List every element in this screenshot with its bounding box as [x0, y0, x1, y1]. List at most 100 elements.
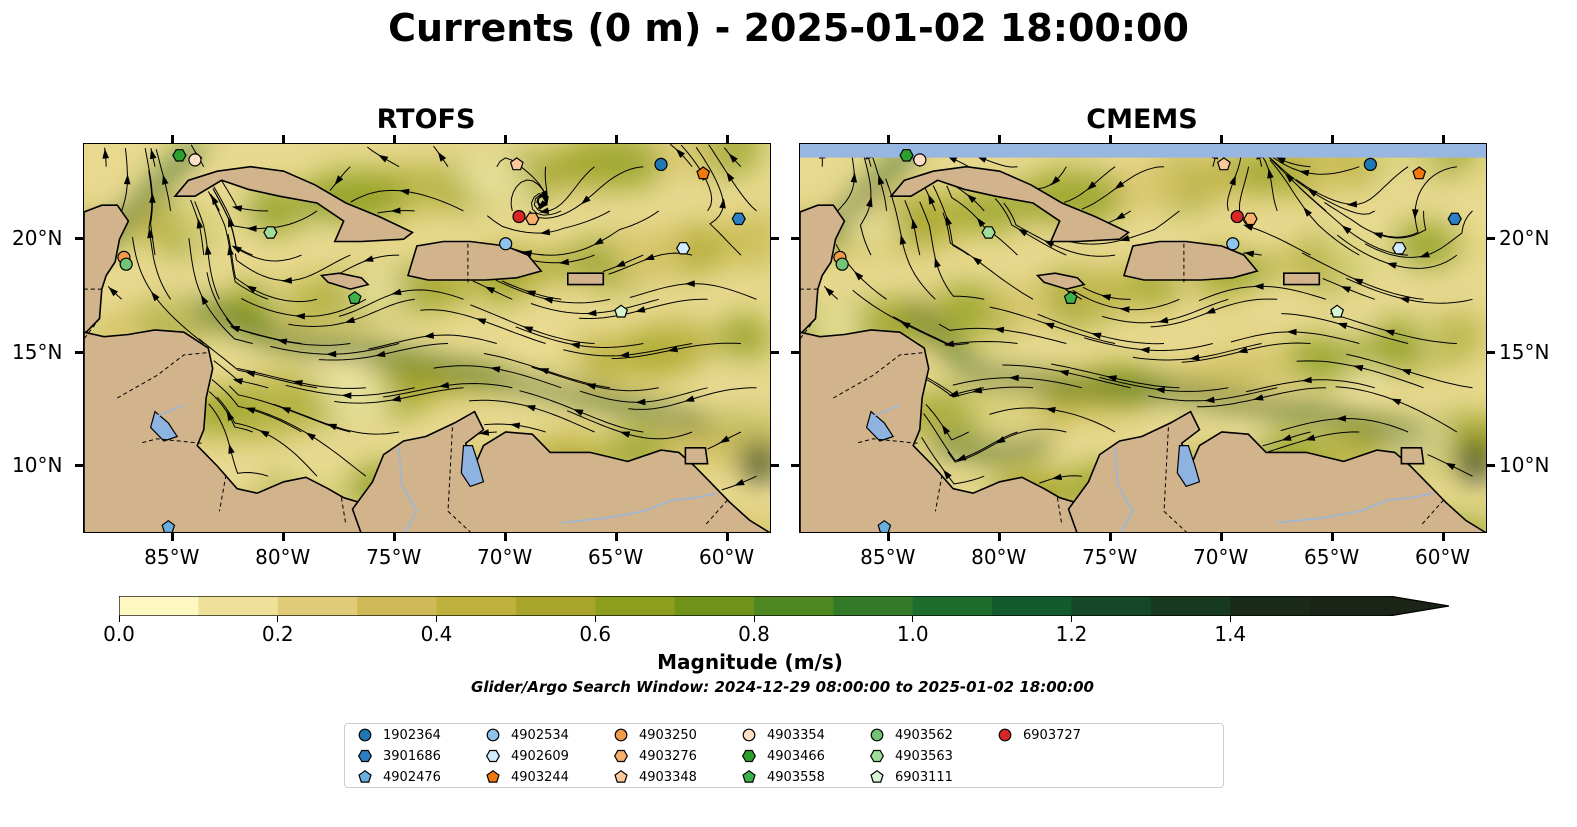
lat-tick-mark: [75, 237, 83, 241]
land-southamerica: [1067, 410, 1486, 532]
lon-tick-mark-top: [614, 135, 618, 143]
legend-label: 4902534: [511, 727, 569, 743]
float-4903354: [188, 153, 202, 167]
colorbar-tick: [1071, 616, 1072, 622]
float-4903562: [119, 257, 133, 271]
lon-tick-mark: [725, 533, 729, 541]
legend-marker: [870, 728, 884, 742]
float-legend: 1902364 3901686 4902476 4902534 4902609 49032…: [344, 723, 1224, 788]
lat-tick-mark: [791, 350, 799, 354]
map-cmems[interactable]: [799, 143, 1487, 533]
lon-tick-mark: [997, 533, 1001, 541]
legend-label: 4903466: [767, 748, 825, 764]
legend-label: 4903558: [767, 769, 825, 785]
land-southamerica: [351, 410, 770, 532]
legend-label: 4902609: [511, 748, 569, 764]
colorbar-title: Magnitude (m/s): [657, 650, 843, 674]
colorbar-swatch: [595, 596, 676, 616]
lat-tick-mark: [75, 350, 83, 354]
colorbar-swatch: [357, 596, 437, 616]
legend-marker: [358, 749, 372, 763]
lon-tick-label: 75°W: [366, 545, 422, 569]
legend-label: 4903250: [639, 727, 697, 743]
lon-tick-label: 60°W: [698, 545, 755, 569]
lon-tick-mark: [503, 533, 507, 541]
colorbar-swatch: [198, 596, 279, 616]
legend-label: 4903276: [639, 748, 697, 764]
colorbar-tick-label: 0.2: [261, 622, 294, 646]
float-4903563: [981, 226, 996, 239]
lon-tick-label: 80°W: [255, 545, 311, 569]
colorbar-swatch: [674, 596, 755, 616]
legend-marker: [486, 749, 500, 763]
lon-tick-mark: [614, 533, 618, 541]
legend-marker: [614, 769, 628, 783]
land-puertorico: [566, 272, 605, 286]
lon-tick-mark: [1219, 533, 1223, 541]
lon-tick-mark: [1330, 533, 1334, 541]
colorbar-tick-label: 1.4: [1214, 622, 1247, 646]
colorbar-tick-label: 1.0: [896, 622, 929, 646]
legend-marker: [742, 749, 756, 763]
lon-tick-label: 85°W: [860, 545, 916, 569]
colorbar-swatch: [515, 596, 596, 616]
colorbar-tick-label: 0.0: [103, 622, 135, 646]
land-trinidad: [1400, 446, 1425, 465]
float-4903244: [696, 166, 711, 180]
land-trinidad: [684, 446, 709, 465]
legend-item: 4903562: [869, 725, 953, 745]
legend-marker: [742, 728, 756, 742]
legend-item: 4903354: [741, 725, 825, 745]
lat-tick-mark: [791, 463, 799, 467]
colorbar-gradient: [118, 595, 1450, 617]
lon-tick-label: 70°W: [477, 545, 533, 569]
lon-tick-mark: [170, 533, 174, 541]
legend-label: 4903348: [639, 769, 697, 785]
lon-tick-mark-top: [392, 135, 396, 143]
map-rtofs[interactable]: [83, 143, 771, 533]
legend-label: 4903244: [511, 769, 569, 785]
lat-tick-mark: [791, 237, 799, 241]
legend-item: 6903111: [869, 767, 953, 787]
legend-item: 4903563: [869, 746, 953, 766]
colorbar-swatch: [833, 596, 914, 616]
legend-label: 4903563: [895, 748, 953, 764]
float-4903354: [913, 153, 927, 167]
hexagon-marker-icon: [742, 749, 756, 763]
float-1902364: [1363, 157, 1377, 172]
land-jamaica: [1035, 272, 1086, 290]
land-cuba: [889, 165, 1131, 243]
hexagon-marker-icon: [358, 749, 372, 763]
legend-marker: [358, 728, 372, 742]
lat-tick-label: 20°N: [12, 226, 63, 251]
colorbar-tick-label: 1.2: [1055, 622, 1088, 646]
float-3901686: [731, 212, 746, 226]
legend-item: 1902364: [357, 725, 441, 745]
colorbar-tick: [118, 616, 120, 622]
float-6903111: [1330, 304, 1345, 318]
float-4903466: [899, 149, 914, 162]
colorbar-tick-label: 0.8: [738, 622, 770, 646]
lon-tick-mark: [281, 533, 285, 541]
legend-marker: [358, 769, 372, 783]
lat-tick-mark-right: [771, 463, 779, 467]
pentagon-marker-icon: [614, 769, 628, 783]
lon-tick-label: 65°W: [1304, 545, 1360, 569]
land-hispaniola: [1122, 240, 1259, 281]
lon-tick-label: 80°W: [971, 545, 1027, 569]
search-window-note: Glider/Argo Search Window: 2024-12-29 08…: [471, 678, 1094, 696]
lon-tick-mark-top: [997, 135, 1001, 143]
colorbar-tick-label: 0.6: [579, 622, 612, 646]
lon-tick-mark-top: [1219, 135, 1223, 143]
legend-item: 4903348: [613, 767, 697, 787]
colorbar-tick: [912, 616, 914, 622]
colorbar-tick: [1229, 616, 1231, 622]
float-4902534: [499, 237, 513, 251]
pentagon-marker-icon: [742, 769, 756, 783]
float-4903348: [509, 157, 524, 171]
hexagon-marker-icon: [870, 749, 884, 763]
lon-tick-mark-top: [886, 135, 890, 143]
float-markers: [117, 149, 746, 532]
hexagon-marker-icon: [614, 749, 628, 763]
lat-tick-mark-right: [1487, 237, 1495, 241]
